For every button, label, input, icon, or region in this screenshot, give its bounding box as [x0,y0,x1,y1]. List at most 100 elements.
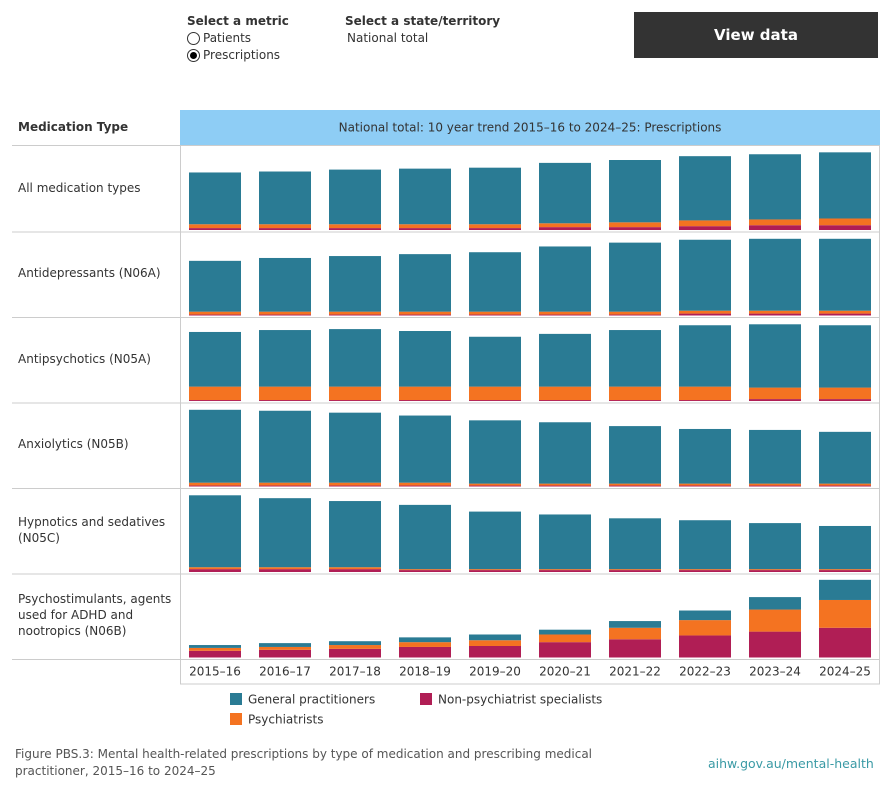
bar-segment [259,643,311,647]
bar-segment [189,567,241,570]
bar-segment [749,597,801,610]
view-data-button[interactable]: View data [634,12,878,58]
bar-segment [679,483,731,486]
bar-segment [749,310,801,314]
bar-segment [329,400,381,401]
bar-segment [399,168,451,225]
bar-segment [469,485,521,487]
bar-segment [259,485,311,487]
bar-segment [189,331,241,387]
row-label: Psychostimulants, agents used for ADHD a… [18,592,172,639]
bar-segment [329,412,381,483]
bar-segment [819,152,871,219]
row-label: All medication types [18,180,141,195]
bar-segment [819,225,871,230]
caption: Figure PBS.3: Mental health-related pres… [15,747,593,778]
bar-segment [189,645,241,648]
bar-segment [329,569,381,572]
radio-option[interactable]: Prescriptions [187,48,280,62]
bar-segment [259,314,311,316]
bar-segment [259,569,311,572]
bar-segment [819,579,871,600]
bar-segment [609,314,661,316]
bar-segment [749,570,801,572]
bar-segment [819,431,871,484]
bar-segment [399,415,451,483]
bar-segment [679,569,731,571]
bar-segment [399,485,451,487]
bar-segment [609,569,661,571]
bar-segment [819,627,871,658]
bar-segment [539,570,591,572]
bar-segment [399,254,451,312]
bar-segment [819,483,871,486]
bar-segment [329,645,381,649]
bar-segment [539,483,591,486]
bar-segment [539,162,591,224]
bar-segment [329,567,381,570]
bar-segment [609,222,661,228]
metric-label: Select a metric [187,14,289,28]
bar-segment [609,330,661,387]
bar-segment [749,429,801,484]
x-tick-label: 2016–17 [259,665,311,679]
bar-segment [399,637,451,643]
bar-segment [609,570,661,572]
bar-segment [189,409,241,483]
bar-segment [679,520,731,570]
bar-segment [469,570,521,572]
bar-segment [469,224,521,229]
bar-segment [259,330,311,387]
bar-segment [749,399,801,401]
bar-segment [539,569,591,571]
state-value[interactable]: National total [347,31,429,45]
bar-segment [329,314,381,316]
bar-segment [399,482,451,486]
radio-text[interactable]: Prescriptions [203,48,281,62]
bar-segment [259,410,311,483]
bar-segment [399,311,451,315]
bar-segment [259,311,311,315]
bar-segment [469,645,521,658]
bar-segment [189,260,241,312]
bar-segment [329,386,381,401]
bar-segment [189,172,241,225]
bar-segment [679,156,731,221]
radio-option[interactable]: Patients [187,31,251,45]
bar-segment [259,482,311,486]
bar-segment [189,650,241,658]
bar-segment [679,313,731,316]
bar-segment [539,422,591,484]
bar-segment [259,567,311,570]
bar-segment [539,311,591,315]
bar-segment [469,400,521,401]
bar-segment [259,498,311,568]
x-tick-label: 2015–16 [189,665,241,679]
bar-segment [399,570,451,572]
bar-segment [679,428,731,484]
bar-segment [399,224,451,229]
bar-segment [259,257,311,312]
bar-segment [679,220,731,227]
bar-segment [679,620,731,636]
bar-segment [539,629,591,635]
bar-segment [679,610,731,621]
bar-segment [329,256,381,312]
row-label: Hypnotics and sedatives (N05C) [18,514,166,545]
x-tick-label: 2022–23 [679,665,731,679]
bar-segment [399,386,451,401]
state-label: Select a state/territory [345,14,501,28]
radio-text[interactable]: Patients [203,31,252,45]
bar-segment [749,483,801,486]
bar-segment [189,314,241,316]
bar-segment [819,218,871,226]
bar-segment [539,246,591,312]
bar-segment [819,313,871,316]
bar-segment [609,639,661,658]
source-link[interactable]: aihw.gov.au/mental-health [708,756,874,771]
row-label: Antipsychotics (N05A) [18,351,151,366]
bar-segment [329,169,381,225]
bar-segment [399,642,451,647]
